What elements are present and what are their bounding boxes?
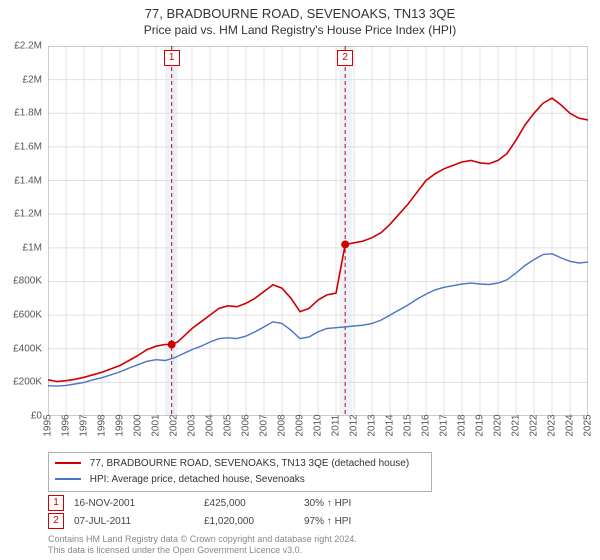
y-axis-label: £1.4M — [14, 175, 42, 186]
chart-svg — [48, 46, 588, 416]
chart-title: 77, BRADBOURNE ROAD, SEVENOAKS, TN13 3QE — [0, 0, 600, 21]
sales-table: 1 16-NOV-2001 £425,000 30% ↑ HPI 2 07-JU… — [48, 494, 424, 530]
sale-marker-2: 2 — [48, 513, 64, 529]
x-axis-label: 2016 — [421, 414, 432, 436]
legend-swatch-property — [55, 462, 81, 464]
x-axis-label: 2004 — [205, 414, 216, 436]
x-axis-label: 1996 — [61, 414, 72, 436]
x-axis-label: 2011 — [331, 415, 342, 437]
y-axis-label: £800K — [13, 276, 42, 287]
y-axis-label: £1M — [23, 242, 42, 253]
footer-line-1: Contains HM Land Registry data © Crown c… — [48, 534, 357, 545]
footer-attribution: Contains HM Land Registry data © Crown c… — [48, 534, 357, 557]
x-axis-label: 2014 — [385, 414, 396, 436]
x-axis-label: 2007 — [259, 414, 270, 436]
x-axis-label: 2012 — [349, 414, 360, 436]
x-axis-label: 2002 — [169, 414, 180, 436]
sale-date-1: 16-NOV-2001 — [74, 498, 204, 509]
x-axis-label: 2023 — [547, 414, 558, 436]
sale-date-2: 07-JUL-2011 — [74, 516, 204, 527]
x-axis-label: 1997 — [79, 414, 90, 436]
y-axis-label: £400K — [13, 343, 42, 354]
x-axis-label: 2024 — [565, 414, 576, 436]
sale-rel-1: 30% ↑ HPI — [304, 498, 424, 509]
sale-marker-1: 1 — [48, 495, 64, 511]
chart-sale-marker: 2 — [337, 50, 353, 66]
x-axis-label: 2008 — [277, 414, 288, 436]
y-axis-label: £2M — [23, 74, 42, 85]
legend-item-property: 77, BRADBOURNE ROAD, SEVENOAKS, TN13 3QE… — [55, 456, 425, 472]
x-axis-label: 1995 — [43, 414, 54, 436]
x-axis-label: 2000 — [133, 414, 144, 436]
x-axis-label: 2006 — [241, 414, 252, 436]
x-axis-label: 1999 — [115, 414, 126, 436]
chart-area: £0£200K£400K£600K£800K£1M£1.2M£1.4M£1.6M… — [48, 46, 588, 416]
legend-box: 77, BRADBOURNE ROAD, SEVENOAKS, TN13 3QE… — [48, 452, 432, 492]
y-axis-label: £0 — [31, 411, 42, 422]
sale-price-1: £425,000 — [204, 498, 304, 509]
chart-container: 77, BRADBOURNE ROAD, SEVENOAKS, TN13 3QE… — [0, 0, 600, 560]
sale-price-2: £1,020,000 — [204, 516, 304, 527]
legend-swatch-hpi — [55, 478, 81, 480]
x-axis-label: 2021 — [511, 414, 522, 436]
sale-row: 1 16-NOV-2001 £425,000 30% ↑ HPI — [48, 494, 424, 512]
y-axis-label: £1.2M — [14, 209, 42, 220]
y-axis-label: £2.2M — [14, 41, 42, 52]
chart-subtitle: Price paid vs. HM Land Registry's House … — [0, 21, 600, 37]
chart-sale-marker: 1 — [164, 50, 180, 66]
x-axis-label: 2020 — [493, 414, 504, 436]
x-axis-label: 1998 — [97, 414, 108, 436]
y-axis-label: £1.6M — [14, 141, 42, 152]
x-axis-label: 2003 — [187, 414, 198, 436]
y-axis-label: £1.8M — [14, 108, 42, 119]
legend-label-hpi: HPI: Average price, detached house, Seve… — [90, 474, 305, 485]
x-axis-label: 2018 — [457, 414, 468, 436]
x-axis-label: 2001 — [151, 414, 162, 436]
x-axis-label: 2013 — [367, 414, 378, 436]
x-axis-label: 2017 — [439, 414, 450, 436]
sale-row: 2 07-JUL-2011 £1,020,000 97% ↑ HPI — [48, 512, 424, 530]
footer-line-2: This data is licensed under the Open Gov… — [48, 545, 357, 556]
y-axis-label: £200K — [13, 377, 42, 388]
x-axis-label: 2025 — [583, 414, 594, 436]
legend-label-property: 77, BRADBOURNE ROAD, SEVENOAKS, TN13 3QE… — [90, 458, 409, 469]
y-axis-label: £600K — [13, 310, 42, 321]
x-axis-label: 2015 — [403, 414, 414, 436]
x-axis-label: 2019 — [475, 414, 486, 436]
x-axis-label: 2022 — [529, 414, 540, 436]
x-axis-label: 2010 — [313, 414, 324, 436]
x-axis-label: 2009 — [295, 414, 306, 436]
sale-rel-2: 97% ↑ HPI — [304, 516, 424, 527]
legend-item-hpi: HPI: Average price, detached house, Seve… — [55, 472, 425, 488]
x-axis-label: 2005 — [223, 414, 234, 436]
